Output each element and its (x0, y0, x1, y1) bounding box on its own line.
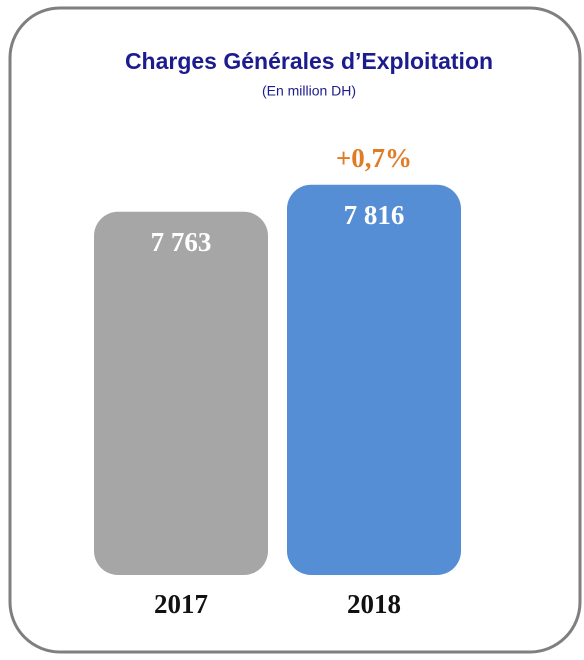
value-label: 7 763 (151, 227, 212, 257)
bar (94, 211, 268, 575)
chart-title: Charges Générales d’Exploitation (125, 48, 493, 74)
x-tick-label: 2017 (154, 589, 208, 619)
chart-subtitle: (En million DH) (262, 83, 356, 99)
annotation: +0,7% (336, 143, 412, 173)
bar (287, 184, 461, 575)
x-tick-label: 2018 (347, 589, 401, 619)
value-label: 7 816 (344, 200, 405, 230)
